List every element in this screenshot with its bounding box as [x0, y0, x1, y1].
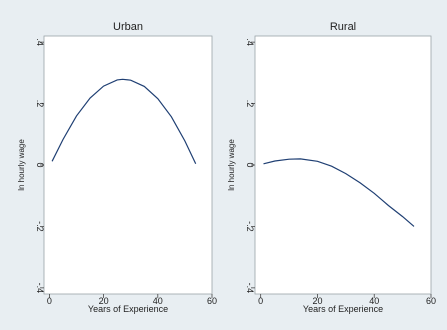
- plot-area: [43, 35, 213, 295]
- y-tick-label: -.2: [35, 221, 45, 232]
- x-axis-label: Years of Experience: [88, 304, 168, 314]
- x-axis-label: Years of Experience: [303, 304, 383, 314]
- series-line: [263, 158, 415, 227]
- x-tick-label: 0: [258, 296, 263, 306]
- x-tick-label: 20: [99, 296, 109, 306]
- y-tick-label: 0: [35, 162, 45, 167]
- y-tick-label: .2: [35, 100, 45, 108]
- y-tick-label: -.2: [245, 221, 255, 232]
- panel-rural: Rural -.4 -.2 0 .2 .4 0 20 40 60 Years of Experien…: [227, 21, 436, 314]
- panel-title: Rural: [330, 21, 356, 33]
- x-tick-label: 60: [426, 296, 436, 306]
- y-tick-label: .4: [35, 38, 45, 46]
- y-tick-label: .2: [245, 100, 255, 108]
- panels: Urban -.4 -.2 0 .2 .4 0 20 40 60 Years of Experien…: [17, 21, 436, 314]
- y-tick-label: .4: [245, 38, 255, 46]
- panel-urban: Urban -.4 -.2 0 .2 .4 0 20 40 60 Years of Experien…: [17, 21, 217, 314]
- series-line: [51, 78, 197, 165]
- panel-title: Urban: [113, 21, 143, 33]
- y-tick-label: 0: [245, 162, 255, 167]
- x-tick-label: 0: [47, 296, 52, 306]
- x-tick-label: 20: [312, 296, 322, 306]
- y-axis-label: ln hourly wage: [17, 139, 26, 191]
- y-axis-label: ln hourly wage: [227, 139, 236, 191]
- x-tick-label: 40: [369, 296, 379, 306]
- x-tick-label: 60: [207, 296, 217, 306]
- y-tick-label: -.4: [245, 283, 255, 294]
- x-tick-label: 40: [153, 296, 163, 306]
- plot-area: [254, 35, 432, 295]
- y-tick-label: -.4: [35, 283, 45, 294]
